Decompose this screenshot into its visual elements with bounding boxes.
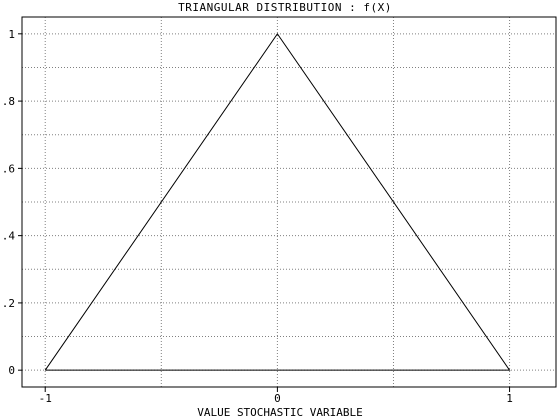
x-tick-label: 1 [506,392,513,405]
x-axis-label: VALUE STOCHASTIC VARIABLE [197,406,363,419]
chart-title: TRIANGULAR DISTRIBUTION : f(X) [178,1,392,14]
tick-marks [18,33,511,392]
y-tick-label: 0 [8,364,15,377]
y-tick-label: .2 [2,297,15,310]
y-tick-labels: 0 .2 .4 .6 .8 1 [2,28,16,377]
plot-frame [21,16,557,388]
x-tick-labels: -1 0 1 [39,392,513,405]
y-tick-label: .6 [2,162,15,175]
y-tick-label: .8 [2,95,15,108]
series-group [44,32,511,371]
series-line-0 [44,32,511,371]
x-tick-label: -1 [39,392,52,405]
y-tick-label: .4 [2,230,16,243]
y-tick-label: 1 [8,28,15,41]
x-tick-label: 0 [274,392,281,405]
grid [22,17,556,387]
